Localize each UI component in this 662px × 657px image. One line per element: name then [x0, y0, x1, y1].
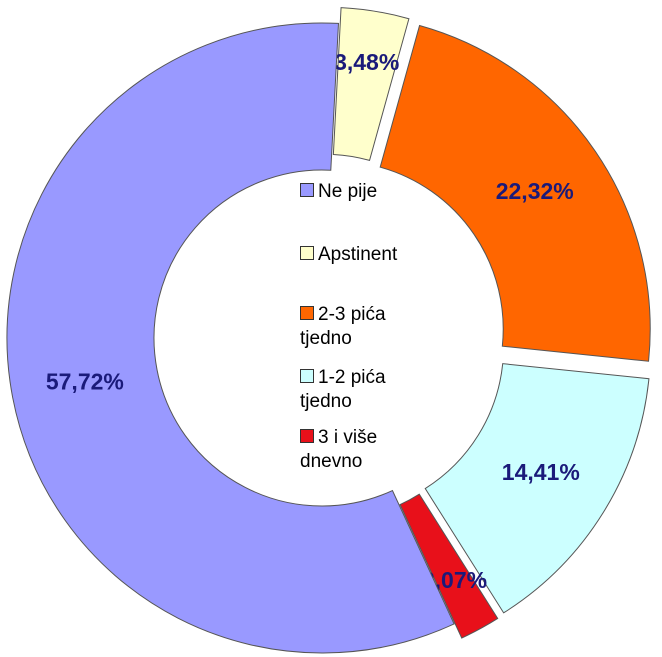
- legend-swatch: [300, 429, 314, 443]
- legend-item: Ne pije: [300, 180, 440, 204]
- data-label: 57,72%: [46, 369, 124, 395]
- legend-label: Apstinent: [318, 244, 398, 265]
- legend-swatch: [300, 246, 314, 260]
- legend-label: 3 i više dnevno: [300, 427, 378, 472]
- donut-slice: [6, 22, 455, 654]
- legend-item: Apstinent: [300, 243, 440, 267]
- legend-label: 1-2 pića tjedno: [300, 367, 386, 412]
- data-label: 3,48%: [334, 49, 399, 75]
- legend-swatch: [300, 183, 314, 197]
- donut-slice: [379, 24, 651, 362]
- legend-item: 3 i više dnevno: [300, 426, 440, 474]
- legend-label: Ne pije: [318, 181, 378, 202]
- legend-label: 2-3 pića tjedno: [300, 304, 386, 349]
- legend-item: 2-3 pića tjedno: [300, 303, 440, 351]
- legend-swatch: [300, 369, 314, 383]
- data-label: 14,41%: [502, 459, 580, 485]
- donut-slice: [332, 7, 410, 161]
- legend-swatch: [300, 306, 314, 320]
- donut-slice: [424, 363, 650, 614]
- legend-item: 1-2 pića tjedno: [300, 366, 440, 414]
- data-label: 22,32%: [496, 178, 574, 204]
- donut-slice: [399, 493, 499, 639]
